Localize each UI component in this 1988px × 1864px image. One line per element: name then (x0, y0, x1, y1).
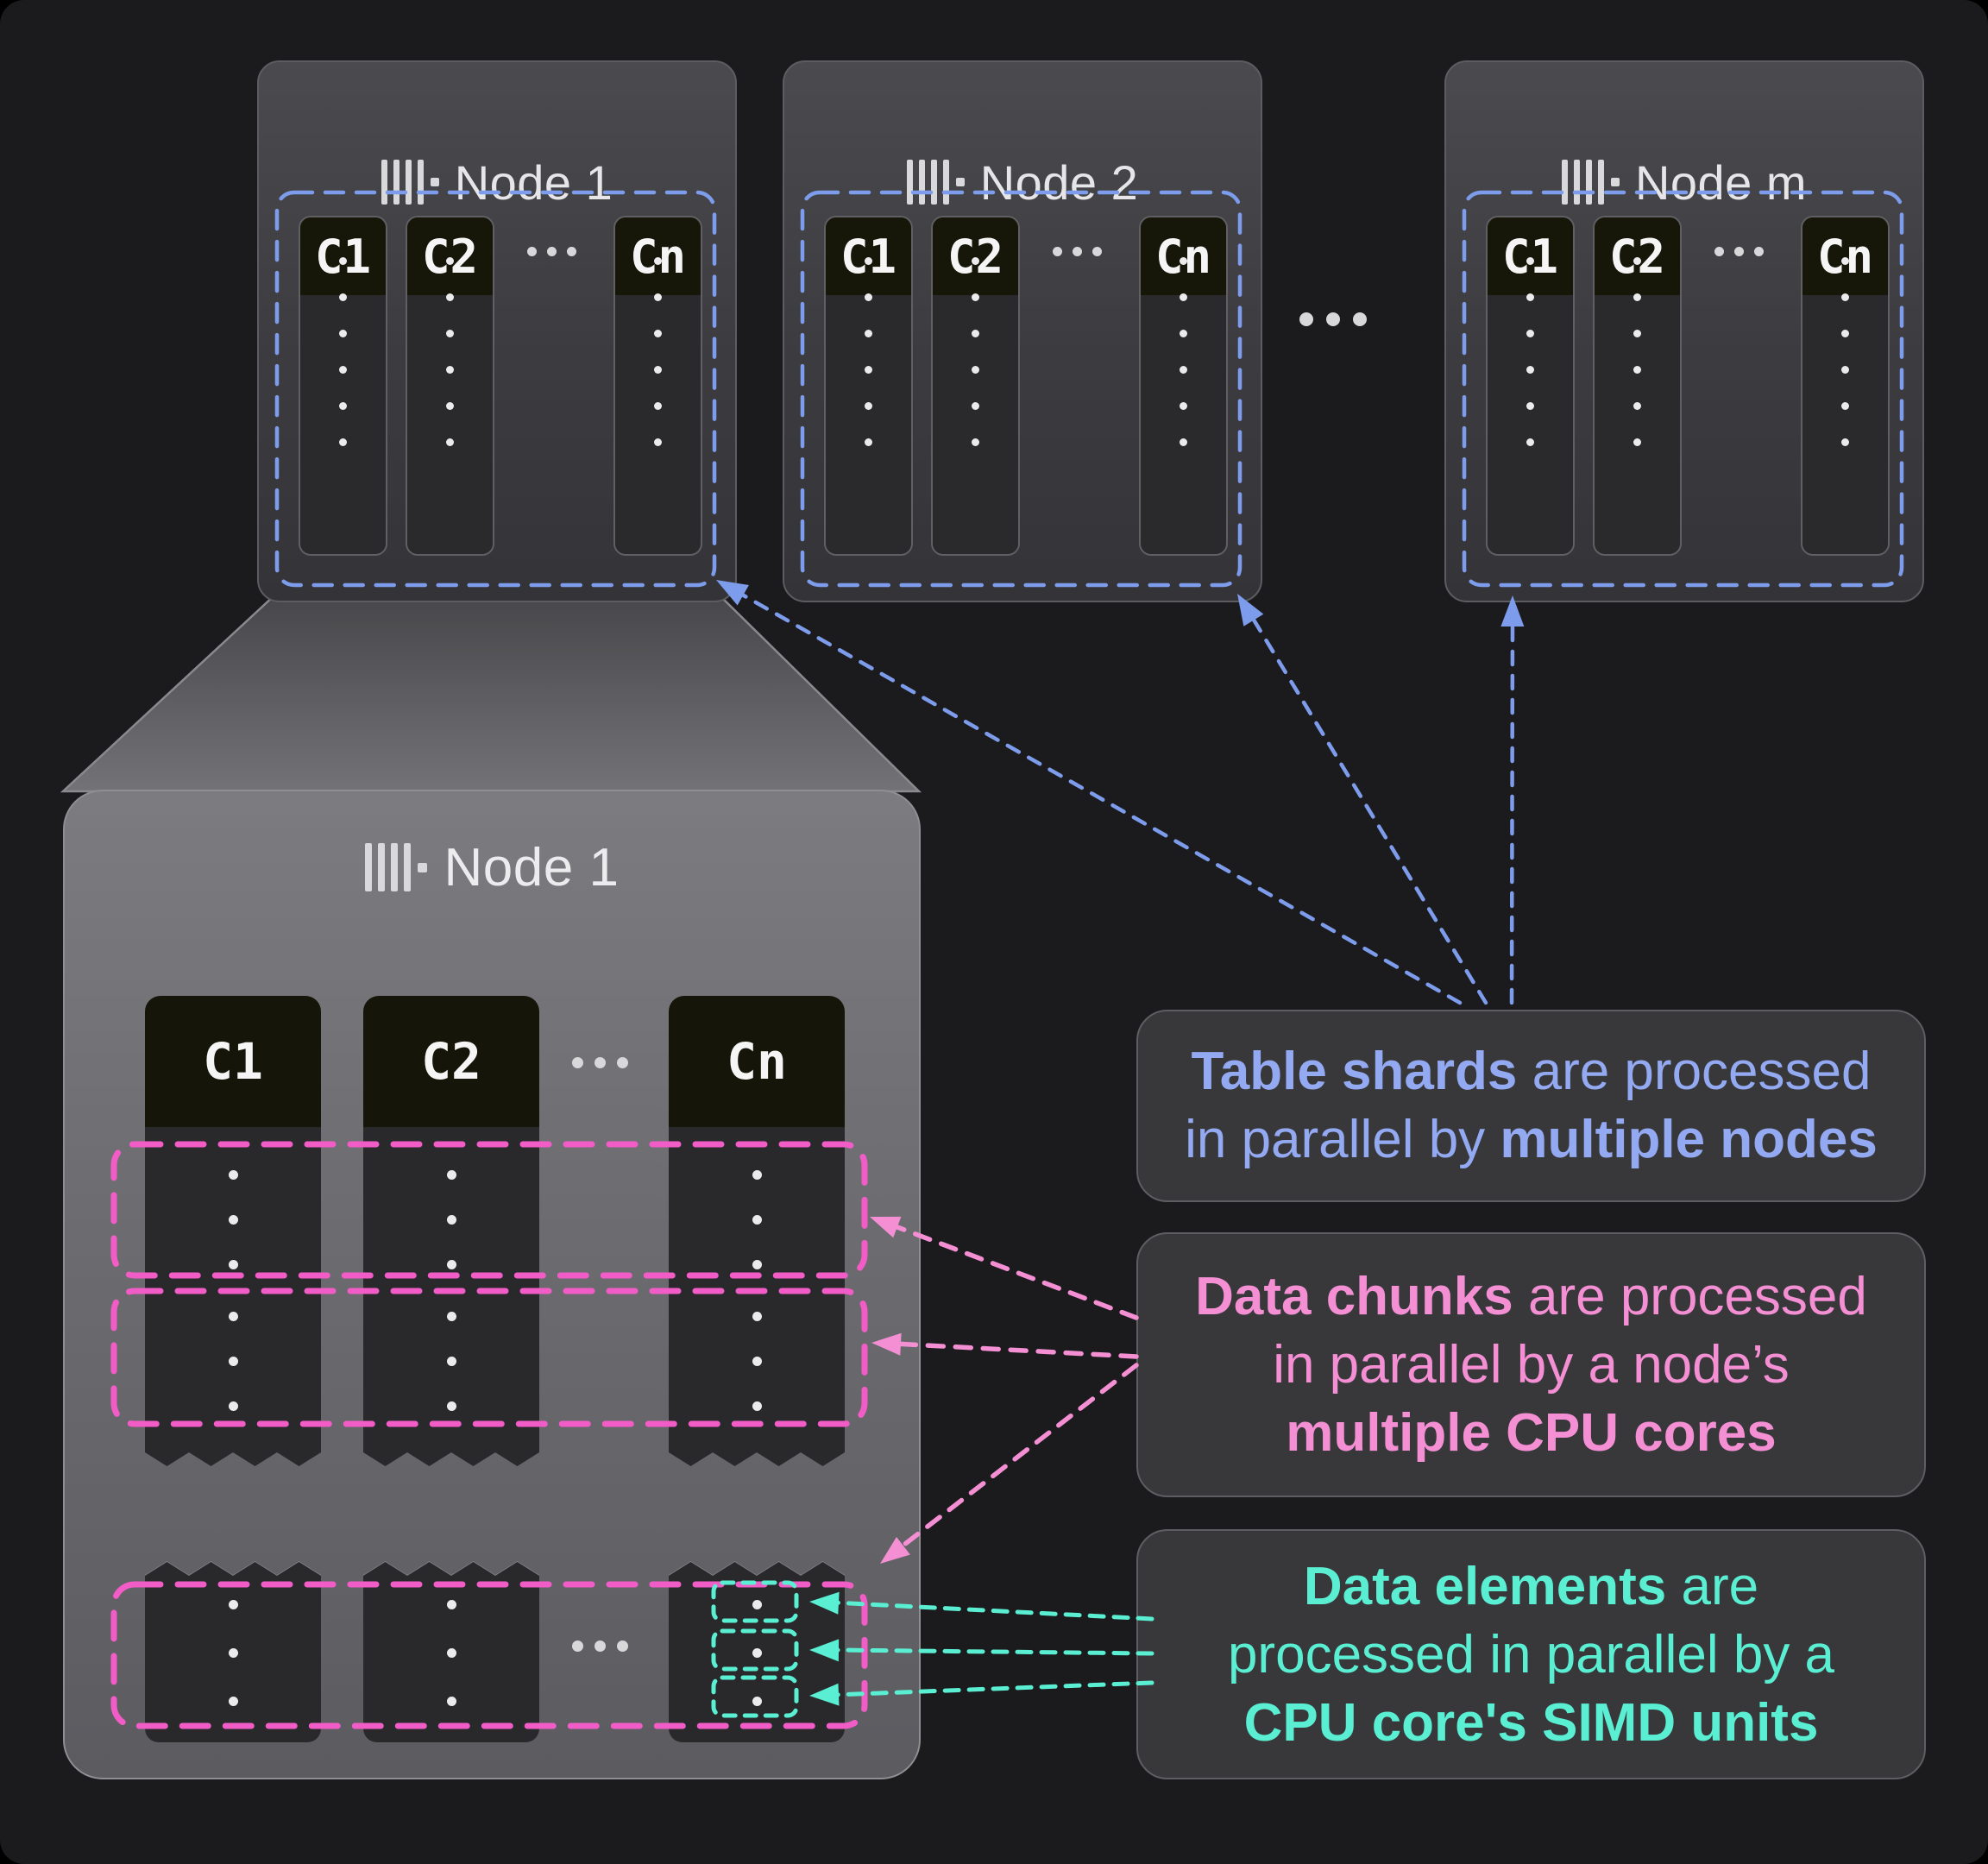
column-c1: C1 (1486, 216, 1575, 556)
column-bars-icon (364, 843, 427, 891)
funnel-shape (60, 594, 922, 793)
column-c2-upper-data (363, 1127, 539, 1466)
arrow-chunk-1 (888, 1222, 1139, 1320)
column-c2: C2 (931, 216, 1020, 556)
annotation-line: in parallel by multiple nodes (1185, 1110, 1878, 1169)
annotation-table-shards: Table shards are processed in parallel b… (1136, 1010, 1926, 1202)
node-title: Node 2 (979, 154, 1139, 210)
column-values (1488, 257, 1573, 446)
arrow-shard-m (1509, 617, 1515, 1005)
column-values (407, 257, 493, 446)
column-c1-header: C1 (145, 996, 321, 1127)
column-c2: C2 (406, 216, 494, 556)
column-values (933, 257, 1018, 446)
chunk3-values (363, 1600, 539, 1706)
chunk1-values (145, 1170, 321, 1269)
column-bars-icon (381, 158, 439, 206)
nodes-ellipsis (1299, 312, 1367, 326)
chunk1-values (669, 1170, 845, 1269)
arrow-chunk-2 (891, 1341, 1139, 1359)
annotation-line: Data chunks are processed (1195, 1267, 1867, 1326)
column-cn: Cn (613, 216, 702, 556)
columns-ellipsis (1053, 247, 1102, 256)
annotation-line: Table shards are processed (1191, 1042, 1872, 1101)
annotation-data-chunks: Data chunks are processed in parallel by… (1136, 1232, 1926, 1497)
annotation-line: Data elements are (1303, 1557, 1759, 1616)
column-cn-upper-data (669, 1127, 845, 1466)
columns-ellipsis (1714, 247, 1764, 256)
column-values (1141, 257, 1226, 446)
columns-ellipsis (572, 1640, 628, 1652)
column-cn: Cn (1801, 216, 1890, 556)
chunk1-values (363, 1170, 539, 1269)
column-c1: C1 (299, 216, 387, 556)
node-title: Node 1 (444, 837, 620, 897)
node-title: Node m (1634, 154, 1808, 210)
detail-node-header: Node 1 (65, 836, 919, 898)
column-c2: C2 (1593, 216, 1682, 556)
column-bars-icon (1561, 158, 1620, 206)
column-values (1595, 257, 1680, 446)
arrow-shard-2 (1247, 610, 1488, 1005)
node-2-header: Node 2 (784, 152, 1261, 212)
columns-ellipsis (527, 247, 576, 256)
chunk2-values (363, 1312, 539, 1411)
node-1-header: Node 1 (259, 152, 735, 212)
annotation-line: processed in parallel by a (1227, 1625, 1835, 1685)
column-cn: Cn (1139, 216, 1228, 556)
column-c1-lower-data (145, 1562, 321, 1742)
column-bars-icon (906, 158, 965, 206)
column-values (300, 257, 386, 446)
column-values (1802, 257, 1888, 446)
column-cn-lower-data (669, 1562, 845, 1742)
column-cn-header: Cn (669, 996, 845, 1127)
arrow-chunk-3 (895, 1363, 1139, 1552)
annotation-line: multiple CPU cores (1286, 1403, 1777, 1463)
node-detail-card: Node 1 C1 C2 Cn (63, 790, 921, 1779)
column-values (826, 257, 911, 446)
column-c1: C1 (824, 216, 913, 556)
annotation-line: CPU core's SIMD units (1243, 1693, 1819, 1753)
chunk2-values (145, 1312, 321, 1411)
annotation-data-elements: Data elements are processed in parallel … (1136, 1529, 1926, 1779)
columns-ellipsis (572, 1057, 628, 1068)
chunk2-values (669, 1312, 845, 1411)
column-values (615, 257, 701, 446)
node-card-2: Node 2 C1 C2 Cn (783, 60, 1262, 602)
node-card-m: Node m C1 C2 Cn (1444, 60, 1924, 602)
node-title: Node 1 (454, 154, 613, 210)
column-c2-header: C2 (363, 996, 539, 1127)
chunk3-values (145, 1600, 321, 1706)
chunk3-values (669, 1600, 845, 1706)
node-card-1: Node 1 C1 C2 Cn (257, 60, 737, 602)
column-c1-upper-data (145, 1127, 321, 1466)
column-c2-lower-data (363, 1562, 539, 1742)
annotation-line: in parallel by a node’s (1273, 1335, 1790, 1395)
node-m-header: Node m (1446, 152, 1922, 212)
